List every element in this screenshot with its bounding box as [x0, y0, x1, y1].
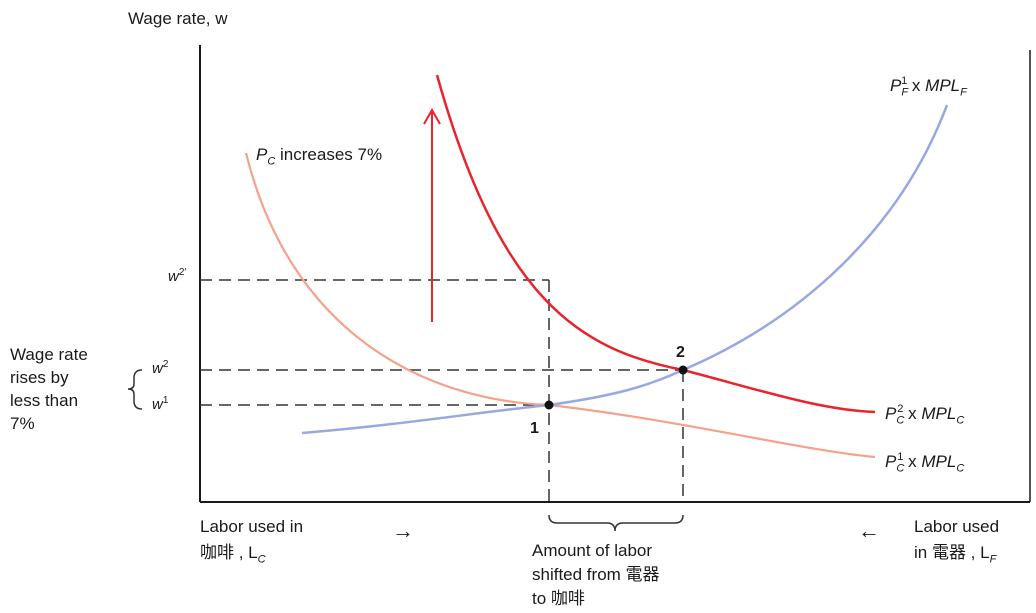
label-coffee1-p-sup: 1 [897, 451, 904, 464]
arrow-left: ← [858, 518, 880, 543]
tick-w2prime-base: w [168, 268, 179, 285]
equilibrium-point-2 [678, 365, 688, 375]
tick-w1: w1 [152, 395, 169, 414]
label-food-p-sup: 1 [901, 75, 908, 88]
y-axis-title: Wage rate, w [128, 9, 228, 29]
label-coffee1-mpl-sub: C [956, 462, 965, 475]
brace-label-line-1: Amount of labor [532, 541, 653, 560]
tick-w2: w2 [152, 359, 169, 378]
curve-coffee-mpl-2 [435, 74, 876, 414]
label-food-p-sub: F [901, 86, 909, 99]
wage-note-line-1: Wage rate [10, 345, 88, 364]
tick-w1-sup: 1 [162, 395, 169, 406]
wage-note-line-2: rises by [10, 368, 69, 387]
label-food-mpl: MPL [925, 76, 961, 95]
x-right-label-line-2: in 電器 , LF [914, 543, 997, 566]
point-1-label: 1 [530, 420, 539, 437]
tick-w2-base: w [152, 360, 163, 377]
x-right-label-line-1: Labor used [914, 517, 1000, 536]
label-food-mpl-sub: F [960, 86, 967, 99]
curve-coffee-mpl-1 [244, 152, 876, 459]
tick-w2-sup: 2 [162, 359, 169, 370]
tick-w1-base: w [152, 396, 163, 413]
point-2-label: 2 [676, 344, 685, 361]
price-increase-text: increases 7% [275, 145, 383, 164]
label-coffee2-x: x [903, 404, 922, 423]
label-coffee1-p: P [885, 452, 897, 471]
label-coffee1-p-sub: C [896, 462, 905, 475]
x-left-label-line-2: 咖啡 , LC [200, 543, 266, 566]
x-left-label-sub: C [257, 553, 266, 566]
tick-w2prime: w2′ [168, 267, 187, 286]
brace-label-line-2: shifted from 電器 [532, 565, 660, 584]
label-food-p: P [890, 76, 902, 95]
label-food-mpl: PF1 x MPLF [890, 75, 967, 99]
wage-note-line-3: less than [10, 391, 79, 410]
y-axis-title-text: Wage rate, w [128, 9, 228, 28]
brace-label-line-3: to 咖啡 [532, 589, 585, 608]
x-left-label-text: 咖啡 , L [200, 543, 258, 562]
x-right-label-sub: F [989, 553, 997, 566]
price-increase-sub: C [267, 155, 276, 168]
label-coffee1-mpl: MPL [921, 452, 957, 471]
label-coffee2-p-sup: 2 [897, 403, 904, 416]
wage-note-line-4: 7% [10, 414, 35, 433]
curve-food-mpl [301, 104, 949, 435]
label-coffee2-p: P [885, 404, 897, 423]
label-coffee-mpl-1: PC1 x MPLC [885, 451, 965, 475]
price-increase-label: PC increases 7% [256, 145, 383, 168]
label-coffee2-p-sub: C [896, 414, 905, 427]
wage-note-brace [127, 369, 143, 410]
tick-w2prime-sup: 2′ [178, 267, 187, 278]
price-increase-arrowhead [423, 107, 441, 125]
label-coffee2-mpl: MPL [921, 404, 957, 423]
equilibrium-point-1 [544, 400, 554, 410]
label-coffee1-x: x [903, 452, 922, 471]
label-coffee2-mpl-sub: C [956, 414, 965, 427]
labor-shift-brace [548, 514, 684, 532]
price-increase-p: P [256, 145, 268, 164]
label-food-x: x [907, 76, 926, 95]
x-right-label-text: in 電器 , L [914, 543, 990, 562]
label-coffee-mpl-2: PC2 x MPLC [885, 403, 965, 427]
arrow-right: → [392, 518, 414, 543]
x-left-label-line-1: Labor used in [200, 517, 304, 536]
